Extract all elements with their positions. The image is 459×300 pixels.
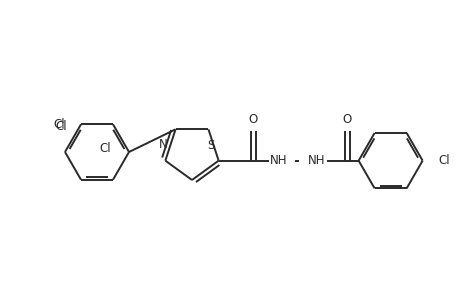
Text: S: S bbox=[207, 139, 214, 152]
Text: NH: NH bbox=[269, 154, 287, 167]
Text: N: N bbox=[159, 138, 168, 151]
Text: Cl: Cl bbox=[53, 118, 65, 131]
Text: O: O bbox=[341, 113, 351, 126]
Text: NH: NH bbox=[307, 154, 325, 167]
Text: Cl: Cl bbox=[438, 154, 449, 167]
Text: O: O bbox=[247, 113, 257, 126]
Text: Cl: Cl bbox=[55, 120, 67, 133]
Text: Cl: Cl bbox=[99, 142, 111, 155]
